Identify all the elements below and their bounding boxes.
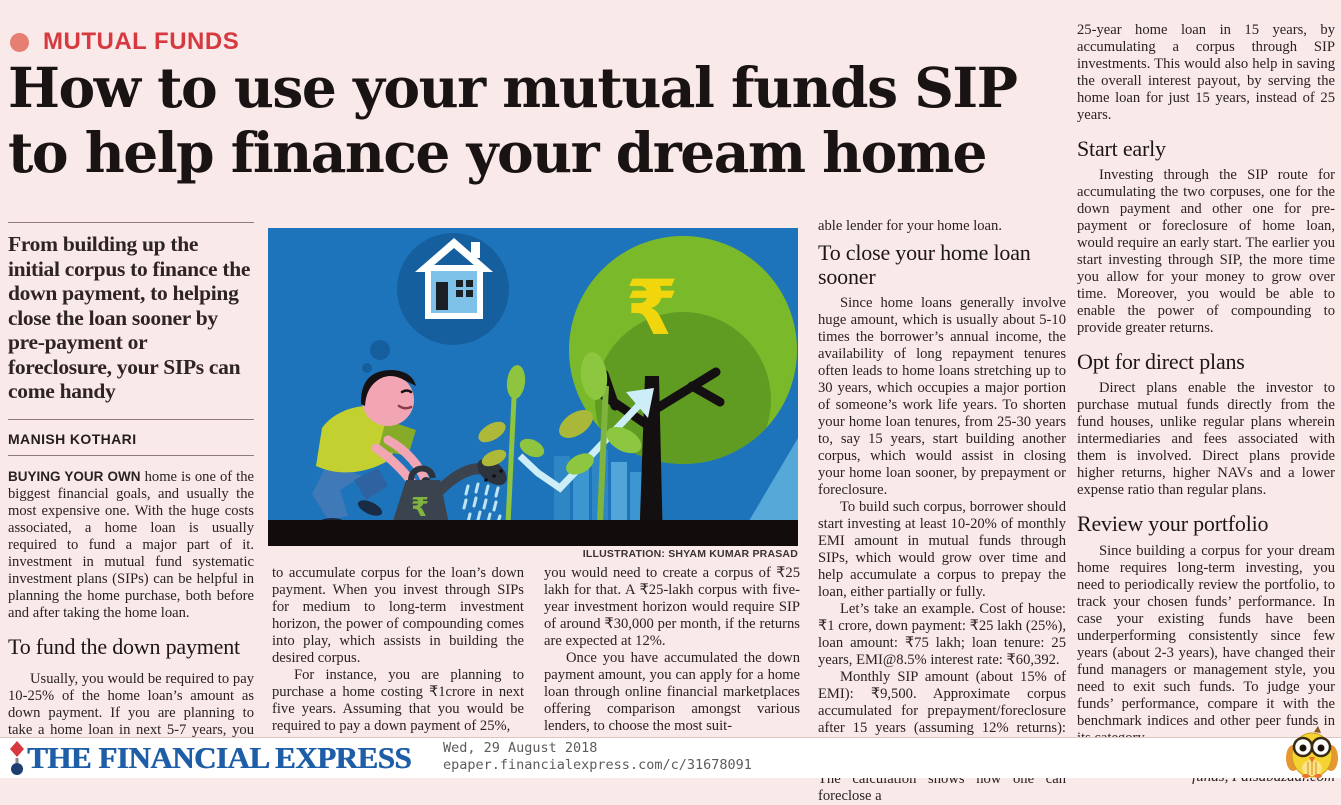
column-4: able lender for your home loan. To close… — [818, 218, 1066, 805]
paragraph: Let’s take an example. Cost of house: ₹1… — [818, 601, 1066, 669]
kicker: MUTUAL FUNDS — [10, 28, 239, 56]
paragraph: able lender for your home loan. — [818, 218, 1002, 234]
paragraph: you would need to create a corpus of ₹25… — [544, 565, 800, 649]
paragraph: Usually, you would be required to pay 10… — [8, 670, 254, 772]
divider — [8, 222, 254, 223]
subhead-fund-down-payment: To fund the down payment — [8, 633, 240, 659]
owl-mascot-icon — [1286, 726, 1338, 778]
watering-can-icon: ₹ — [392, 458, 507, 524]
sapling — [478, 365, 545, 525]
growth-arrow-icon — [517, 388, 654, 493]
divider — [8, 454, 254, 456]
svg-text:₹: ₹ — [411, 493, 429, 523]
column-2: to accumulate corpus for the loan’s down… — [272, 565, 524, 735]
paragraph: 25-year home loan in 15 years, by accumu… — [1077, 22, 1335, 123]
water-drops — [462, 482, 502, 524]
subhead-start-early: Start early — [1077, 136, 1166, 161]
edition-url: epaper.financialexpress.com/c/31678091 — [443, 757, 752, 773]
paragraph-text: home is one of the biggest financial goa… — [8, 468, 254, 621]
paragraph: To build such corpus, borrower should st… — [818, 499, 1066, 601]
subhead-review-portfolio: Review your portfolio — [1077, 511, 1269, 537]
illustration-caption: ILLUSTRATION: SHYAM KUMAR PRASAD — [582, 548, 798, 560]
bullet-dot-icon — [10, 32, 29, 52]
paragraph: For instance, you are planning to purcha… — [272, 667, 524, 734]
paragraph: Investing through the SIP route for accu… — [1077, 167, 1335, 337]
paragraph: Once you have accumulated the down payme… — [544, 650, 800, 734]
house-icon — [415, 238, 493, 319]
edition-date: Wed, 29 August 2018 — [443, 740, 598, 756]
column-4-body: Since home loans generally involve huge … — [818, 295, 1066, 805]
column-1: From building up the initial corpus to f… — [8, 222, 254, 773]
rupee-icon: ₹ — [626, 263, 679, 352]
lead-in: BUYING YOUR OWN — [8, 468, 141, 484]
tall-sapling — [559, 352, 642, 523]
column-1-body: BUYING YOUR OWN home is one of the bigge… — [8, 468, 254, 622]
ground — [268, 520, 798, 546]
headline-line-1: How to use your mutual funds SIP — [8, 55, 1018, 120]
standfirst: From building up the initial corpus to f… — [8, 232, 251, 403]
headline-line-2: to help finance your dream home — [8, 119, 988, 185]
epaper-page: { "kicker": { "label": "MUTUAL FUNDS" },… — [0, 22, 1341, 805]
footer-bar: THE FINANCIAL EXPRESS Wed, 29 August 201… — [0, 737, 1341, 778]
paragraph: Direct plans enable the investor to purc… — [1077, 380, 1335, 499]
article-illustration: ₹ — [268, 228, 798, 546]
paragraph: Since building a corpus for your dream h… — [1077, 542, 1335, 746]
paragraph: BUYING YOUR OWN home is one of the bigge… — [8, 468, 254, 622]
subhead-close-loan-sooner: To close your home loan sooner — [818, 240, 1031, 290]
headline: How to use your mutual funds SIP to help… — [8, 55, 1068, 186]
edition-stamp: Wed, 29 August 2018 epaper.financialexpr… — [443, 740, 752, 774]
masthead-title: THE FINANCIAL EXPRESS — [27, 740, 411, 775]
kicker-label: MUTUAL FUNDS — [43, 28, 240, 55]
man-figure — [312, 370, 431, 532]
column-3: you would need to create a corpus of ₹25… — [544, 565, 800, 735]
subhead-direct-plans: Opt for direct plans — [1077, 349, 1245, 375]
column-5: 25-year home loan in 15 years, by accumu… — [1077, 22, 1335, 787]
paragraph: to accumulate corpus for the loan’s down… — [272, 565, 524, 666]
masthead-icon — [10, 741, 24, 775]
tree-trunk — [639, 376, 663, 546]
column-1-body-2: Usually, you would be required to pay 10… — [8, 671, 254, 773]
byline: MANISH KOTHARI — [8, 430, 137, 447]
paragraph: Since home loans generally involve huge … — [818, 295, 1066, 499]
money-tree: ₹ — [569, 236, 797, 546]
divider — [8, 418, 254, 420]
